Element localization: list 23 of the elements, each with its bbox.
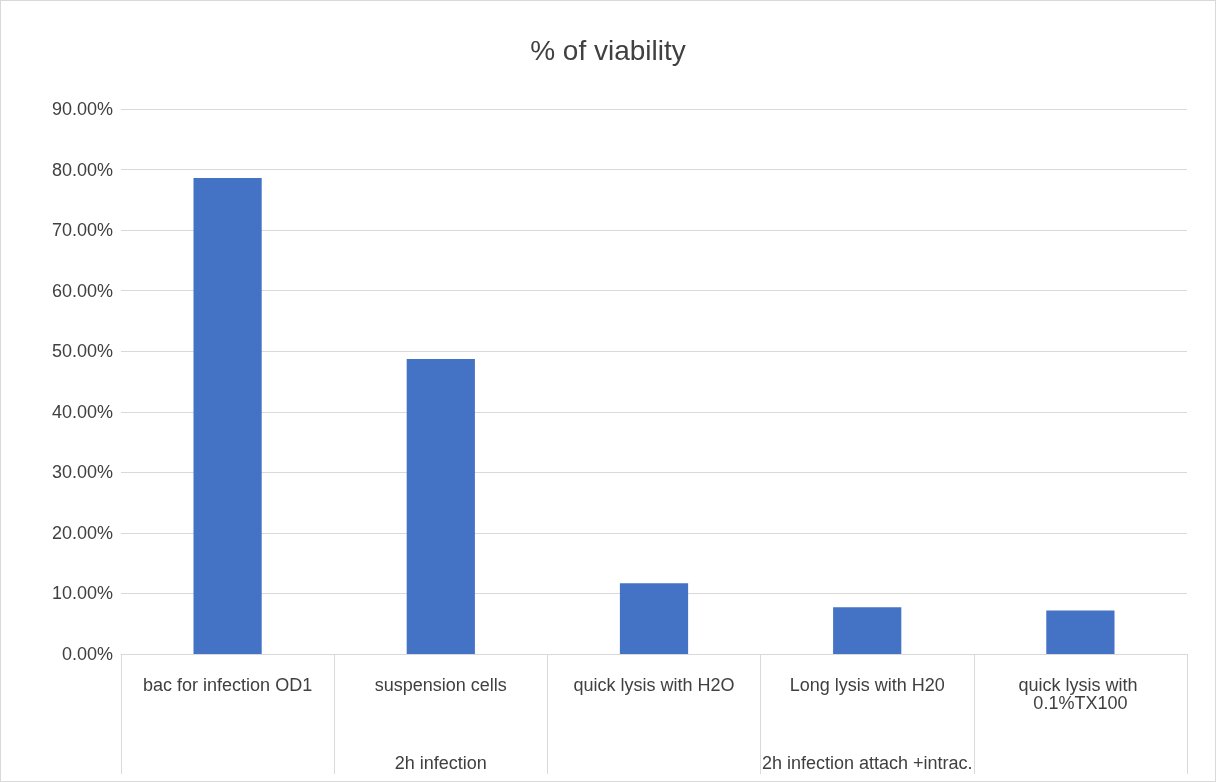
y-tick-label: 60.00% (51, 280, 113, 301)
x-tick-label: suspension cells (374, 675, 507, 695)
bar (1046, 610, 1115, 654)
y-tick-label: 10.00% (51, 583, 113, 604)
y-tick-label: 80.00% (51, 159, 113, 180)
y-tick-label: 50.00% (51, 341, 113, 362)
bar (193, 178, 262, 654)
chart-title: % of viability (530, 34, 686, 66)
text: 2h infection (394, 753, 487, 773)
text: 2h infection attach +intrac. (761, 753, 973, 773)
bar (619, 583, 689, 654)
x-tick-label: quick lysis with H2O (573, 675, 735, 695)
y-tick-label: 70.00% (51, 220, 113, 241)
y-tick-label: 90.00% (51, 99, 113, 119)
x-tick-label: Long lysis with H20 (789, 675, 945, 695)
y-tick-label: 20.00% (51, 522, 113, 543)
y-tick-label: 30.00% (51, 462, 113, 483)
x-tick-label: bac for infection OD1 (143, 675, 313, 695)
y-tick-label: 0.00% (61, 644, 113, 664)
bar (833, 607, 902, 654)
bar (406, 359, 475, 654)
y-tick-label: 40.00% (51, 401, 113, 422)
x-tick-label: quick lysis with 0.1%TX100 (1018, 675, 1143, 713)
